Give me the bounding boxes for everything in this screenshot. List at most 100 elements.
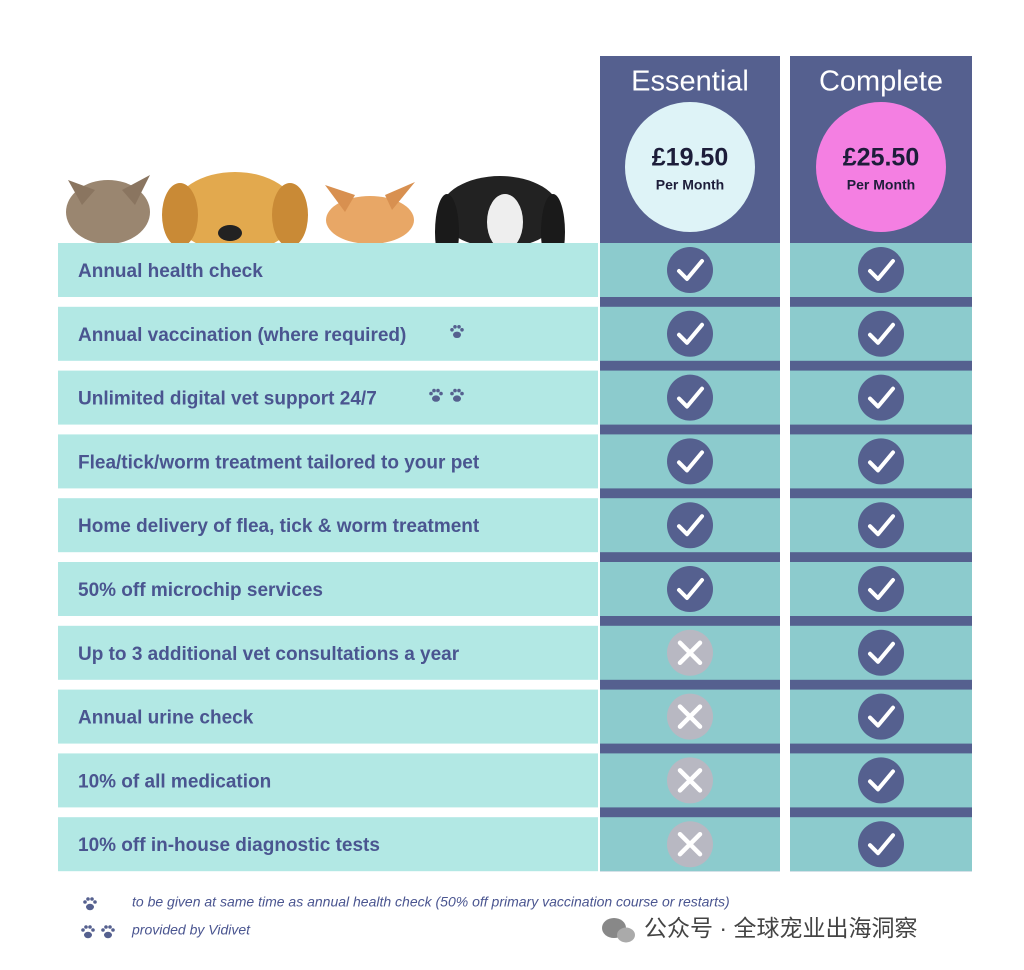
plan-name: Complete — [819, 66, 943, 98]
footnote: to be given at same time as annual healt… — [132, 894, 730, 910]
feature-label: Flea/tick/worm treatment tailored to you… — [78, 452, 480, 473]
check-mark — [868, 578, 895, 600]
check-mark — [868, 450, 895, 473]
paw-toe — [108, 925, 112, 929]
check-icon — [858, 693, 904, 740]
check-icon — [858, 247, 904, 293]
paw-pad — [104, 931, 112, 939]
check-icon — [667, 566, 713, 612]
paw-toe — [453, 325, 457, 329]
check-mark — [677, 322, 704, 345]
check-icon — [667, 502, 713, 549]
feature-label: Home delivery of flea, tick & worm treat… — [78, 516, 480, 537]
paw-toe — [450, 328, 454, 332]
check-mark — [677, 578, 704, 600]
cross-mark — [677, 640, 703, 666]
cross-mark — [677, 704, 703, 729]
paw-pad — [453, 331, 461, 338]
check-icon — [858, 757, 904, 804]
paw-mark — [450, 325, 464, 338]
plan-price: £19.50 — [652, 144, 728, 172]
check-icon — [858, 502, 904, 549]
plan-period: Per Month — [656, 177, 724, 193]
paw-toe — [86, 897, 90, 901]
paw-toe — [460, 328, 464, 332]
feature-cell — [58, 243, 598, 297]
paw-mark — [81, 925, 95, 939]
paw-mark — [429, 388, 443, 402]
check-mark — [677, 450, 704, 473]
check-icon — [667, 247, 713, 293]
feature-label: 10% off in-house diagnostic tests — [78, 835, 380, 856]
feature-cell — [58, 625, 598, 680]
paw-toe — [429, 391, 433, 396]
paw-toe — [436, 388, 440, 393]
check-mark — [868, 833, 895, 856]
cross-mark — [677, 768, 703, 793]
pets-illustration — [66, 172, 565, 270]
feature-cell — [58, 370, 598, 425]
check-mark — [677, 259, 704, 281]
feature-label: Up to 3 additional vet consultations a y… — [78, 644, 460, 665]
check-mark — [868, 386, 895, 409]
check-mark — [868, 514, 895, 537]
feature-cell — [58, 562, 598, 616]
check-mark — [868, 259, 895, 281]
paw-toe — [457, 388, 461, 393]
paw-toe — [93, 900, 97, 904]
feature-cell — [58, 689, 598, 744]
price-badge — [816, 102, 946, 232]
paw-toe — [453, 388, 457, 393]
check-mark — [677, 514, 704, 537]
price-badge — [625, 102, 755, 232]
paw-toe — [111, 928, 115, 932]
paw-mark — [83, 897, 97, 911]
check-icon — [667, 438, 713, 485]
check-mark — [868, 705, 895, 728]
plan-price: £25.50 — [843, 144, 919, 172]
cross-mark — [677, 831, 703, 857]
paw-toe — [81, 928, 85, 932]
wechat-icon — [617, 927, 635, 943]
feature-label: 50% off microchip services — [78, 580, 323, 601]
paw-toe — [90, 897, 94, 901]
check-icon — [858, 629, 904, 676]
paw-pad — [432, 395, 440, 402]
feature-cell — [58, 753, 598, 808]
check-mark — [868, 769, 895, 792]
paw-toe — [460, 391, 464, 396]
feature-label: 10% of all medication — [78, 771, 271, 792]
paw-toe — [432, 388, 436, 393]
feature-cell — [58, 306, 598, 361]
paw-toe — [84, 925, 88, 929]
check-icon — [858, 310, 904, 357]
paw-toe — [457, 325, 461, 329]
footnote: provided by Vidivet — [131, 922, 251, 938]
check-mark — [677, 386, 704, 409]
plan-name: Essential — [631, 66, 749, 98]
paw-toe — [450, 391, 454, 396]
check-icon — [667, 374, 713, 421]
feature-label: Annual vaccination (where required) — [78, 325, 406, 346]
watermark: 公众号 · 全球宠业出海洞察 — [644, 915, 917, 941]
paw-mark — [450, 388, 464, 402]
check-icon — [858, 374, 904, 421]
check-icon — [858, 438, 904, 485]
feature-cell — [58, 434, 598, 489]
paw-toe — [91, 928, 95, 932]
feature-cell — [58, 498, 598, 553]
check-mark — [868, 322, 895, 345]
paw-toe — [83, 900, 87, 904]
paw-toe — [104, 925, 108, 929]
check-icon — [858, 821, 904, 868]
check-mark — [868, 641, 895, 664]
feature-label: Annual health check — [78, 261, 263, 282]
feature-label: Unlimited digital vet support 24/7 — [78, 389, 377, 410]
paw-toe — [439, 391, 443, 396]
paw-toe — [101, 928, 105, 932]
plan-period: Per Month — [847, 177, 915, 193]
feature-cell — [58, 817, 598, 872]
check-icon — [667, 310, 713, 357]
paw-pad — [453, 395, 461, 402]
